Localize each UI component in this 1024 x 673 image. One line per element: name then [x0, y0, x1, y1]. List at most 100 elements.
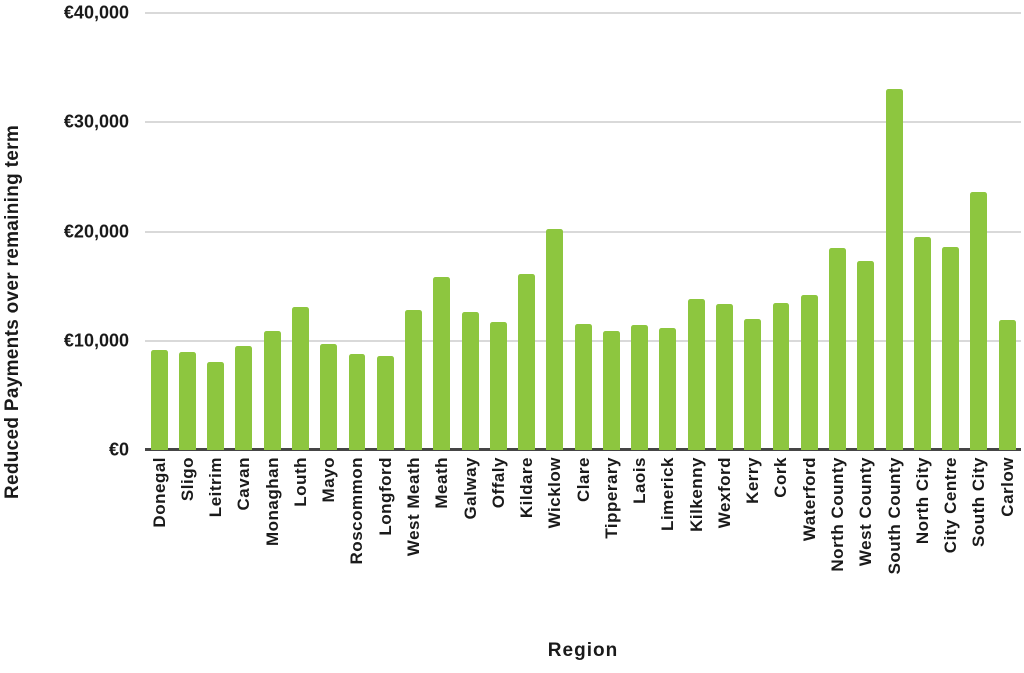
bar-sligo [178, 351, 196, 450]
bar-slot [823, 13, 851, 450]
x-label-slot: South City [965, 457, 993, 597]
bar-meath [433, 277, 451, 450]
y-tick-label: €10,000 [63, 330, 129, 351]
bar-offaly [489, 322, 507, 450]
bar-slot [258, 13, 286, 450]
bar-waterford [800, 294, 818, 450]
x-tick-label: Cavan [234, 457, 254, 511]
x-tick-label: Clare [573, 457, 593, 503]
bar-slot [739, 13, 767, 450]
x-tick-label: Roscommon [347, 457, 367, 565]
bar-slot [795, 13, 823, 450]
x-tick-label: Wicklow [545, 457, 565, 529]
bar-slot [315, 13, 343, 450]
x-tick-label: Meath [432, 457, 452, 509]
bar-kerry [744, 318, 762, 450]
x-label-slot: Limerick [654, 457, 682, 597]
bar-leitrim [207, 361, 225, 450]
x-label-slot: Longford [371, 457, 399, 597]
x-tick-label: Sligo [177, 457, 197, 502]
x-label-slot: Wicklow [541, 457, 569, 597]
x-tick-label: Limerick [658, 457, 678, 531]
bar-south-city [970, 192, 988, 450]
bar-slot [202, 13, 230, 450]
bar-slot [428, 13, 456, 450]
x-axis-labels: Donegal Sligo Leitrim Cavan Monaghan Louth May… [145, 457, 1021, 597]
x-tick-label: South County [884, 457, 904, 575]
x-tick-label: Longford [375, 457, 395, 536]
x-tick-label: Mayo [319, 457, 339, 503]
x-tick-label: Carlow [997, 457, 1017, 517]
plot-area: €0 €10,000 €20,000 €30,000 €40,000 [64, 3, 1021, 460]
x-label-slot: South County [880, 457, 908, 597]
bar-slot [767, 13, 795, 450]
x-label-slot: West County [852, 457, 880, 597]
bar-city-centre [942, 246, 960, 450]
gridline [145, 12, 1021, 14]
bar-slot [710, 13, 738, 450]
bar-slot [371, 13, 399, 450]
x-label-slot: Laois [626, 457, 654, 597]
x-label-slot: Galway [456, 457, 484, 597]
bar-slot [145, 13, 173, 450]
bar-slot [852, 13, 880, 450]
bar-slot [936, 13, 964, 450]
bar-slot [682, 13, 710, 450]
bar-slot [230, 13, 258, 450]
bar-monaghan [263, 330, 281, 450]
bar-west-meath [405, 310, 422, 450]
x-tick-label: Laois [630, 457, 650, 504]
bar-south-county [885, 89, 903, 450]
x-label-slot: Cavan [230, 457, 258, 597]
x-tick-label: Kildare [517, 457, 537, 519]
bar-slot [880, 13, 908, 450]
gridline [145, 121, 1021, 124]
x-tick-label: Monaghan [262, 457, 282, 546]
bar-clare [574, 324, 592, 450]
y-axis-title: Reduced Payments over remaining term [2, 124, 23, 500]
x-tick-label: Kerry [743, 457, 763, 504]
x-tick-label: West County [856, 457, 876, 567]
bar-slot [484, 13, 512, 450]
bar-slot [626, 13, 654, 450]
x-label-slot: West Meath [399, 457, 427, 597]
x-label-slot: Leitrim [202, 457, 230, 597]
bar-slot [456, 13, 484, 450]
bars-container [145, 13, 1021, 450]
bar-louth [291, 306, 309, 450]
bar-roscommon [348, 353, 366, 450]
x-tick-label: North County [828, 457, 847, 572]
bar-slot [993, 13, 1021, 450]
x-tick-label: Cork [771, 457, 791, 498]
x-label-slot: Louth [286, 457, 314, 597]
x-label-slot: North County [823, 457, 851, 597]
bar-slot [965, 13, 993, 450]
x-tick-label: Louth [290, 457, 310, 507]
bar-limerick [659, 327, 677, 450]
x-label-slot: Cork [767, 457, 795, 597]
x-tick-label: Donegal [149, 457, 169, 528]
bar-wicklow [546, 229, 564, 450]
x-tick-label: Leitrim [206, 457, 226, 518]
x-axis-title: Region [547, 640, 619, 661]
x-label-slot: Kilkenny [682, 457, 710, 597]
bar-carlow [998, 320, 1016, 450]
y-tick-label: €40,000 [63, 2, 129, 23]
bar-longford [376, 356, 394, 450]
x-label-slot: Donegal [145, 457, 173, 597]
x-tick-label: City Centre [941, 457, 961, 554]
bar-wexford [715, 303, 733, 450]
bar-slot [173, 13, 201, 450]
x-label-slot: Wexford [710, 457, 738, 597]
bar-tipperary [602, 330, 620, 450]
bar-slot [343, 13, 371, 450]
bar-west-county [857, 261, 875, 450]
bar-slot [569, 13, 597, 450]
x-label-slot: Mayo [315, 457, 343, 597]
x-tick-label: Waterford [799, 457, 819, 542]
x-label-slot: Sligo [173, 457, 201, 597]
bar-donegal [150, 349, 168, 450]
x-label-slot: Tipperary [597, 457, 625, 597]
bar-galway [461, 312, 479, 450]
